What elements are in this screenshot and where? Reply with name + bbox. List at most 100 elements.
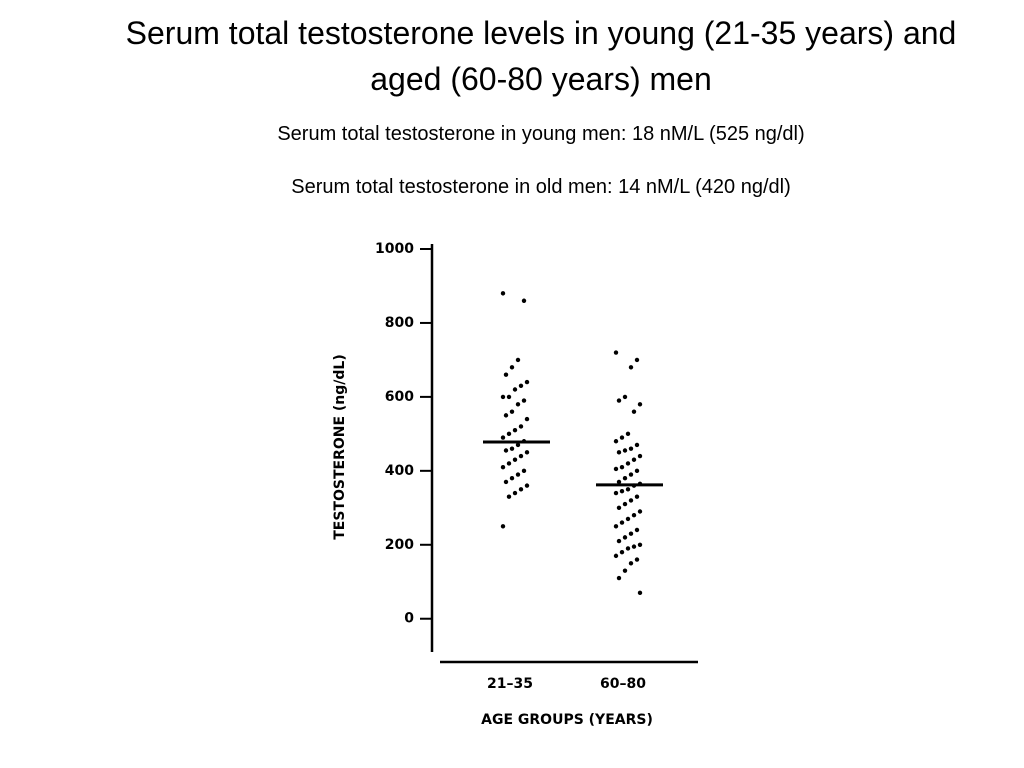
data-point xyxy=(512,490,518,496)
data-point xyxy=(512,457,518,462)
data-point xyxy=(628,531,634,536)
data-point xyxy=(628,365,634,370)
data-point xyxy=(619,520,625,525)
data-point xyxy=(622,501,628,507)
slide-title: Serum total testosterone levels in young… xyxy=(125,15,957,97)
y-tick-label: 600 xyxy=(385,389,414,405)
data-point xyxy=(613,553,619,559)
data-point xyxy=(622,476,628,481)
data-point xyxy=(622,448,628,453)
data-point xyxy=(625,487,631,492)
data-point xyxy=(509,409,515,414)
y-tick-label: 0 xyxy=(404,611,414,627)
subtitle: Serum total testosterone in young men: 1… xyxy=(277,123,805,145)
data-point xyxy=(616,505,622,511)
data-point xyxy=(628,472,634,477)
data-point xyxy=(628,561,634,566)
data-point xyxy=(518,424,524,429)
y-tick-label: 1000 xyxy=(375,241,414,257)
data-point xyxy=(634,357,640,363)
data-point xyxy=(631,544,637,549)
data-point xyxy=(622,568,628,573)
y-tick-label: 800 xyxy=(385,315,414,331)
data-point xyxy=(503,479,509,485)
data-point xyxy=(506,461,512,466)
x-axis-label: AGE GROUPS (YEARS) xyxy=(481,712,653,728)
data-point xyxy=(628,446,634,451)
data-point xyxy=(503,372,509,377)
data-point xyxy=(524,416,530,422)
data-point xyxy=(518,487,524,492)
data-point xyxy=(500,291,506,296)
data-point xyxy=(625,461,631,466)
data-point xyxy=(625,546,631,551)
data-point xyxy=(616,538,622,544)
data-point xyxy=(637,402,643,407)
data-point xyxy=(506,394,512,400)
data-point xyxy=(634,494,640,499)
x-tick-label: 60–80 xyxy=(600,676,646,692)
data-point xyxy=(634,468,640,474)
data-point xyxy=(503,448,509,453)
data-point xyxy=(509,476,515,481)
data-point xyxy=(616,450,622,455)
data-point xyxy=(512,387,518,392)
x-tick-label: 21–35 xyxy=(487,676,533,692)
data-point xyxy=(524,483,530,488)
y-tick-label: 400 xyxy=(385,463,414,479)
y-tick-label: 200 xyxy=(385,537,414,553)
data-point xyxy=(625,431,631,437)
data-point xyxy=(616,398,622,403)
data-point xyxy=(637,453,643,459)
y-axis-label: TESTOSTERONE (ng/dL) xyxy=(332,354,348,540)
data-point xyxy=(500,435,506,440)
data-point xyxy=(506,431,512,437)
data-point xyxy=(613,439,619,444)
data-point xyxy=(625,516,631,522)
data-point xyxy=(634,557,640,562)
data-point xyxy=(634,442,640,448)
data-point xyxy=(521,298,527,303)
data-point xyxy=(634,527,640,533)
data-point xyxy=(631,457,637,462)
data-point xyxy=(515,357,521,363)
data-point xyxy=(521,398,527,403)
data-point xyxy=(619,549,625,555)
data-point xyxy=(503,413,509,418)
data-point xyxy=(613,524,619,529)
data-point xyxy=(613,466,619,472)
data-point xyxy=(500,464,506,470)
data-point xyxy=(613,490,619,496)
data-point xyxy=(521,468,527,474)
data-point xyxy=(518,453,524,459)
data-point xyxy=(619,435,625,440)
data-point xyxy=(524,379,530,385)
data-point xyxy=(622,394,628,400)
data-point xyxy=(637,542,643,547)
data-point xyxy=(500,524,506,529)
data-point xyxy=(515,472,521,477)
data-point xyxy=(637,590,643,596)
data-point xyxy=(631,409,637,414)
data-point xyxy=(628,498,634,503)
data-point xyxy=(616,479,622,485)
data-point xyxy=(512,427,518,433)
data-point xyxy=(637,509,643,514)
data-point xyxy=(613,350,619,355)
data-point xyxy=(622,535,628,540)
data-point xyxy=(506,494,512,499)
data-point xyxy=(509,446,515,451)
data-point xyxy=(619,464,625,470)
data-point xyxy=(515,442,521,448)
data-point xyxy=(616,575,622,581)
data-point xyxy=(518,383,524,388)
data-point xyxy=(619,488,625,494)
data-point xyxy=(500,394,506,400)
data-point xyxy=(524,450,530,455)
data-point xyxy=(631,513,637,518)
subtitle: Serum total testosterone in old men: 14 … xyxy=(291,176,791,198)
data-point xyxy=(515,402,521,407)
data-point xyxy=(509,365,515,370)
